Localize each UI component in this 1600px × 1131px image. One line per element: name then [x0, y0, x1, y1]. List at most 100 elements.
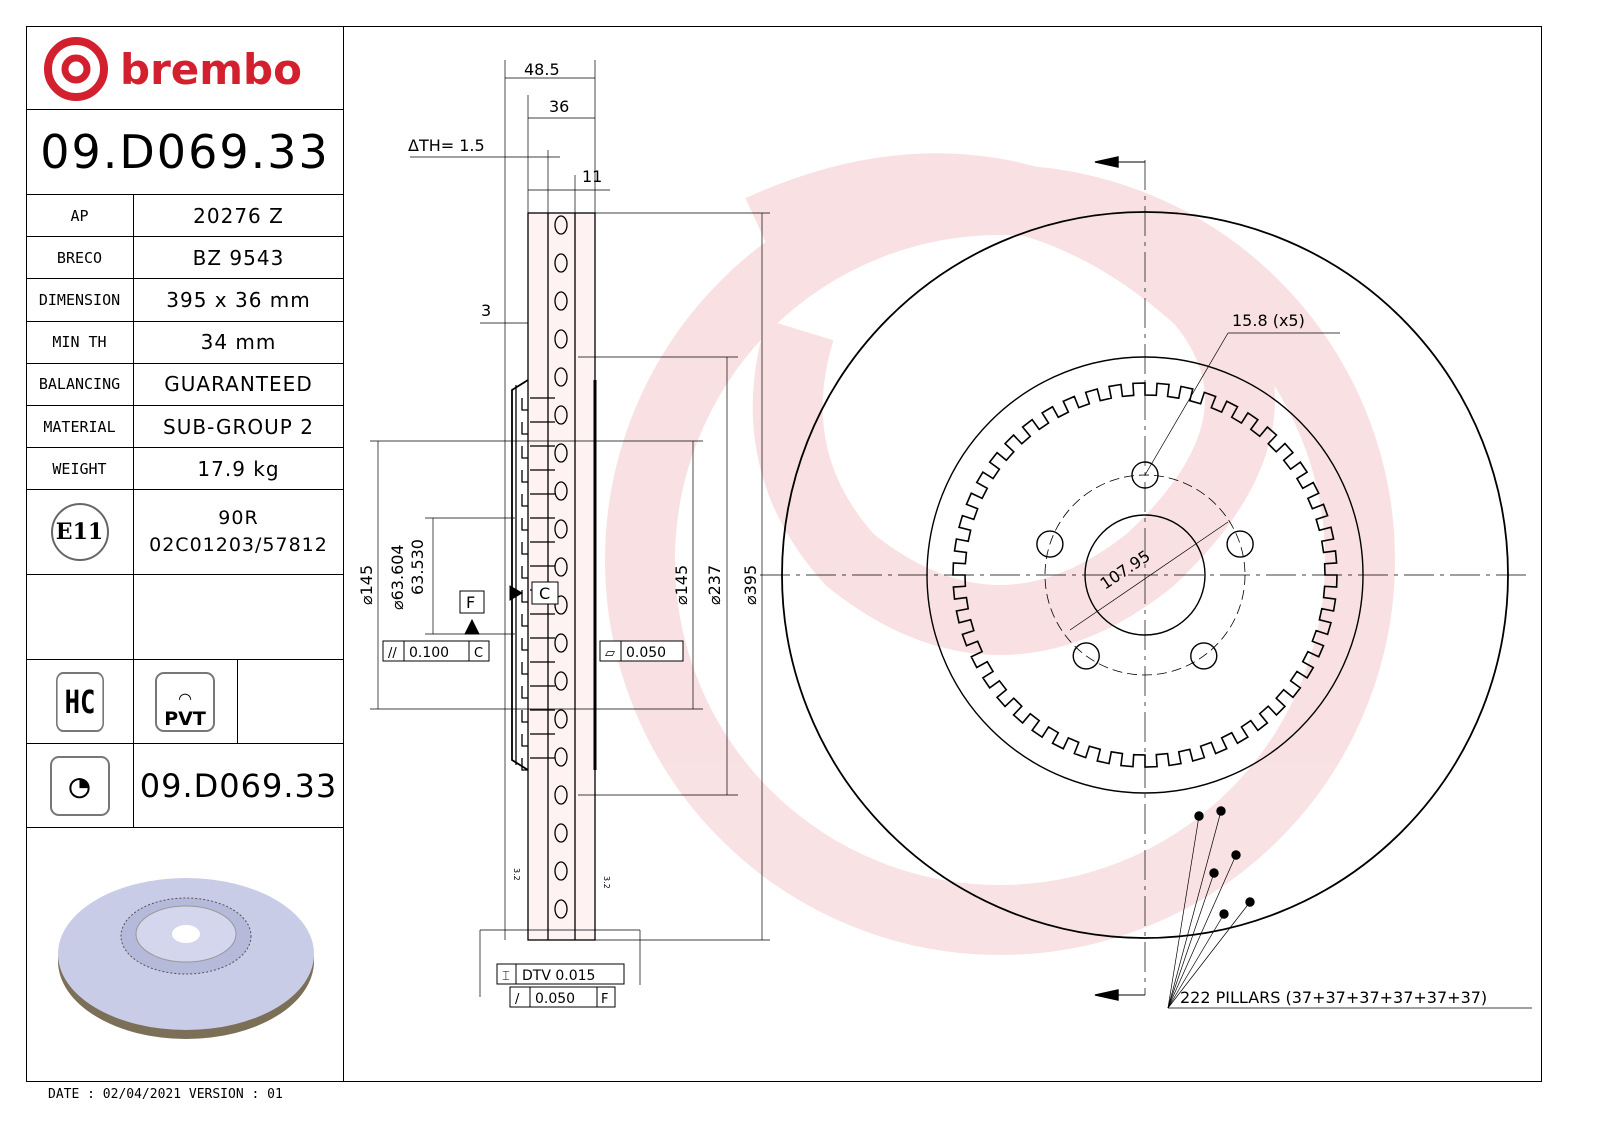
pillar-section: [554, 405, 568, 425]
logo-row: brembo: [26, 26, 344, 110]
pillar-leader-line: [1167, 854, 1237, 1009]
bottom-part-number: 09.D069.33: [139, 766, 338, 805]
pillar-section: [554, 329, 568, 349]
vent-channel: [521, 709, 555, 723]
spec-row-weight: WEIGHT 17.9 kg: [26, 448, 344, 491]
pillar-section: [554, 671, 568, 691]
flatness-symbol: ▱: [605, 646, 615, 661]
pillar-section: [554, 899, 568, 919]
homologation-code: 90R: [218, 507, 259, 529]
pillar-marker: [1209, 868, 1219, 878]
pillar-marker: [1216, 806, 1226, 816]
roughness-right: 3.2: [602, 876, 611, 889]
spec-label: AP: [26, 195, 134, 237]
part-number: 09.D069.33: [40, 125, 330, 179]
vent-channel: [521, 517, 555, 531]
badges-row: HC ◠ PVT: [26, 660, 344, 744]
pillar-section: [554, 595, 568, 615]
gdt-frames: [382, 581, 684, 1008]
vent-channel: [521, 421, 555, 435]
spec-row-balancing: BALANCING GUARANTEED: [26, 363, 344, 406]
bottom-part-row: ◔ 09.D069.33: [26, 744, 344, 828]
bolt-hole: [1072, 642, 1100, 670]
dtv-value: DTV 0.015: [522, 968, 595, 984]
spec-value: GUARANTEED: [164, 372, 313, 397]
homologation-row: E11 90R 02C01203/57812: [26, 490, 344, 575]
dia-237: ⌀237: [705, 565, 724, 605]
vent-channel: [521, 541, 555, 555]
dim-48-5: 48.5: [524, 60, 560, 79]
pillar-section: [554, 291, 568, 311]
bolt-hole: [1036, 530, 1064, 558]
disc-marking-icon: ◔: [49, 755, 110, 816]
pillar-section: [554, 367, 568, 387]
parallelism-value: 0.100: [409, 645, 449, 661]
dim-11: 11: [582, 167, 602, 186]
pillar-section: [554, 519, 568, 539]
spec-value: 20276 Z: [193, 203, 284, 228]
dia-145-right: ⌀145: [672, 565, 691, 605]
parallelism-datum: C: [474, 646, 483, 661]
empty-row: [26, 575, 344, 660]
vent-channel: [521, 661, 555, 675]
brembo-logo: brembo: [44, 37, 302, 101]
pillar-section: [554, 747, 568, 767]
spec-label: BALANCING: [26, 363, 134, 405]
vent-channel: [521, 493, 555, 507]
pillar-section: [554, 709, 568, 729]
drawing-frame: [26, 26, 1542, 1082]
spec-row-breco: BRECO BZ 9543: [26, 237, 344, 280]
pillar-leader-line: [1167, 901, 1251, 1009]
dia-395: ⌀395: [741, 565, 760, 605]
vent-channel: [521, 733, 555, 747]
pillar-section: [554, 633, 568, 653]
dia-145-left: ⌀145: [357, 565, 376, 605]
runout-datum: F: [601, 992, 608, 1007]
vent-channel: [521, 445, 555, 459]
spec-row-min-th: MIN TH 34 mm: [26, 321, 344, 364]
spec-label: MATERIAL: [26, 406, 134, 448]
hc-badge: HC: [55, 671, 104, 732]
vent-channel: [521, 613, 555, 627]
pillar-marker: [1194, 811, 1204, 821]
disc-render-image: [58, 878, 314, 1039]
pillar-marker: [1231, 850, 1241, 860]
spec-label: BRECO: [26, 237, 134, 279]
pillar-section: [554, 557, 568, 577]
spec-value: 17.9 kg: [197, 456, 280, 481]
pillar-section: [554, 253, 568, 273]
pvt-badge: ◠ PVT: [155, 671, 215, 732]
brembo-watermark: [605, 153, 1395, 955]
parallelism-symbol: //: [388, 646, 397, 661]
pillar-section: [554, 785, 568, 805]
pillar-section: [554, 481, 568, 501]
e11-mark: E11: [50, 503, 109, 561]
spec-label: MIN TH: [26, 321, 134, 363]
pillar-marker: [1219, 909, 1229, 919]
datum-c: C: [539, 584, 550, 603]
bolt-hole: [1190, 642, 1218, 670]
pillar-marker: [1245, 897, 1255, 907]
vent-channel: [521, 469, 555, 483]
vent-channel: [521, 565, 555, 579]
delta-th: ΔTH= 1.5: [408, 136, 485, 155]
pillars-note: 222 PILLARS (37+37+37+37+37+37): [1180, 988, 1487, 1007]
front-view: [760, 156, 1532, 1009]
dia-63-530: 63.530: [408, 539, 427, 595]
runout-symbol: /: [515, 992, 520, 1007]
flatness-value: 0.050: [626, 645, 666, 661]
pillar-section: [554, 443, 568, 463]
spec-row-ap: AP 20276 Z: [26, 195, 344, 238]
pillar-leader-line: [1167, 810, 1222, 1009]
homologation-number: 02C01203/57812: [149, 534, 328, 556]
roughness-left: 3.2: [512, 868, 521, 881]
info-panel: brembo 09.D069.33 AP 20276 Z BRECO BZ 9543 D…: [26, 26, 344, 1082]
dim-3: 3: [481, 301, 491, 320]
vent-channel: [521, 637, 555, 651]
bolt-hole-dim: 15.8 (x5): [1232, 311, 1305, 330]
spec-value: SUB-GROUP 2: [163, 414, 314, 439]
dim-36: 36: [549, 97, 569, 116]
side-section-view: [370, 60, 770, 997]
